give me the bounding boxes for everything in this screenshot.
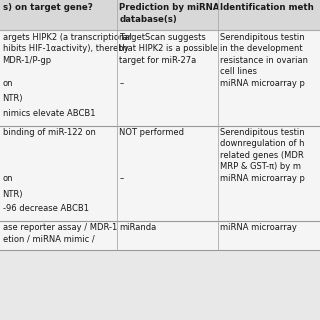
Bar: [0, 172, 320, 188]
Text: NTR): NTR): [3, 190, 23, 199]
Bar: [0, 107, 320, 126]
Bar: [0, 202, 320, 221]
Bar: [0, 0, 320, 250]
Text: -96 decrease ABCB1: -96 decrease ABCB1: [3, 204, 89, 213]
Text: miRNA microarray: miRNA microarray: [220, 223, 297, 232]
Bar: [0, 221, 320, 250]
Text: Identification meth: Identification meth: [220, 3, 314, 12]
Bar: [0, 126, 320, 172]
Text: s) on target gene?: s) on target gene?: [3, 3, 92, 12]
Text: miRNA microarray p: miRNA microarray p: [220, 79, 305, 88]
Text: Serendipitous testin
in the development
resistance in ovarian
cell lines: Serendipitous testin in the development …: [220, 33, 308, 76]
Text: on: on: [3, 79, 13, 88]
Text: ase reporter assay / MDR-1
etion / miRNA mimic /: ase reporter assay / MDR-1 etion / miRNA…: [3, 223, 117, 244]
Bar: [0, 77, 320, 92]
Text: Serendipitous testin
downregulation of h
related genes (MDR
MRP & GST-π) by m: Serendipitous testin downregulation of h…: [220, 128, 305, 171]
Text: –: –: [119, 174, 124, 183]
Bar: [0, 188, 320, 202]
Text: miRNA microarray p: miRNA microarray p: [220, 174, 305, 183]
Bar: [0, 30, 320, 77]
Text: nimics elevate ABCB1: nimics elevate ABCB1: [3, 109, 95, 118]
Bar: [0, 92, 320, 107]
Text: –: –: [119, 79, 124, 88]
Text: argets HIPK2 (a transcriptional
hibits HIF-1αactivity), thereby
MDR-1/P-gp: argets HIPK2 (a transcriptional hibits H…: [3, 33, 132, 65]
Text: miRanda: miRanda: [119, 223, 156, 232]
Bar: [0, 0, 320, 30]
Text: Prediction by miRNA
database(s): Prediction by miRNA database(s): [119, 3, 220, 24]
Text: binding of miR-122 on: binding of miR-122 on: [3, 128, 95, 137]
Text: TargetScan suggests
that HIPK2 is a possible
target for miR-27a: TargetScan suggests that HIPK2 is a poss…: [119, 33, 218, 65]
Text: on: on: [3, 174, 13, 183]
Text: NOT performed: NOT performed: [119, 128, 184, 137]
Text: NTR): NTR): [3, 94, 23, 103]
